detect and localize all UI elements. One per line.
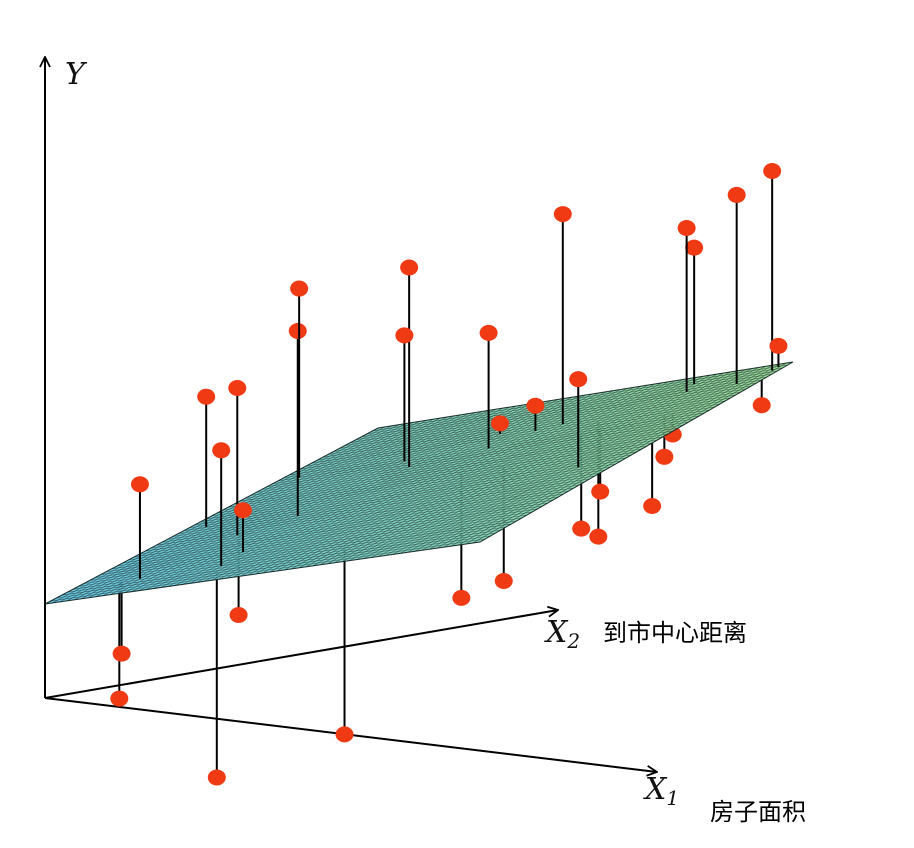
data-point-marker: [288, 322, 307, 339]
data-point-marker: [589, 528, 608, 545]
x1-subscript: 1: [666, 786, 679, 810]
x1-axis-label: X1: [643, 772, 679, 810]
data-point-marker: [228, 380, 247, 397]
x1-symbol: X: [643, 772, 668, 807]
x2-axis-label: X2: [544, 615, 580, 653]
data-point-marker: [112, 645, 131, 662]
data-point-marker: [769, 337, 788, 354]
x2-subscript: 2: [566, 629, 580, 653]
data-point-marker: [763, 163, 782, 180]
data-point-7: [288, 322, 307, 516]
data-point-26: [677, 220, 696, 392]
data-point-marker: [335, 726, 354, 743]
data-point-marker: [727, 186, 746, 203]
data-point-32: [569, 371, 588, 468]
data-point-marker: [572, 520, 591, 537]
data-point-marker: [655, 448, 674, 465]
x1-axis-description: 房子面积: [710, 798, 806, 826]
data-point-16: [553, 206, 572, 425]
data-point-marker: [110, 690, 129, 707]
data-point-marker: [395, 327, 414, 344]
data-point-28: [727, 186, 746, 384]
data-point-marker: [400, 259, 419, 276]
data-point-31: [752, 380, 771, 414]
data-point-marker: [685, 239, 704, 256]
data-point-marker: [553, 206, 572, 223]
data-point-marker: [479, 324, 498, 341]
x2-axis-description: 到市中心距离: [603, 619, 747, 647]
data-point-marker: [233, 502, 252, 519]
data-point-29: [763, 163, 782, 371]
y-axis-label: Y: [65, 57, 88, 92]
data-point-33: [643, 443, 662, 514]
data-point-marker: [677, 220, 696, 237]
data-point-marker: [452, 589, 471, 606]
data-point-marker: [290, 280, 309, 297]
data-point-marker: [490, 415, 509, 432]
points-above-plane: [130, 163, 788, 579]
data-point-marker: [229, 606, 248, 623]
data-point-marker: [212, 442, 231, 459]
regression-plane: [44, 361, 794, 605]
data-point-marker: [130, 476, 149, 493]
data-point-13: [335, 545, 354, 743]
x2-axis: [44, 610, 558, 699]
data-point-marker: [591, 483, 610, 500]
data-point-30: [769, 337, 788, 367]
data-point-8: [400, 259, 419, 467]
data-point-9: [212, 442, 231, 566]
data-point-marker: [494, 572, 513, 589]
data-point-18: [395, 327, 414, 462]
data-point-10: [290, 280, 309, 478]
data-point-17: [479, 324, 498, 449]
data-point-1: [197, 388, 216, 527]
data-point-marker: [752, 397, 771, 414]
data-point-2: [110, 583, 129, 707]
data-point-20: [526, 397, 545, 431]
data-point-25: [685, 239, 704, 385]
axis-labels: Y X2 到市中心距离 X1 房子面积: [65, 57, 806, 826]
data-point-marker: [197, 388, 216, 405]
data-point-4: [130, 476, 149, 579]
data-point-19: [490, 415, 509, 434]
data-point-marker: [569, 371, 588, 388]
data-point-marker: [526, 397, 545, 414]
plane-surface: [44, 361, 794, 605]
data-point-marker: [643, 498, 662, 514]
data-point-marker: [207, 769, 226, 786]
data-point-11: [233, 502, 252, 553]
data-point-6: [207, 571, 226, 786]
x2-symbol: X: [544, 615, 569, 650]
